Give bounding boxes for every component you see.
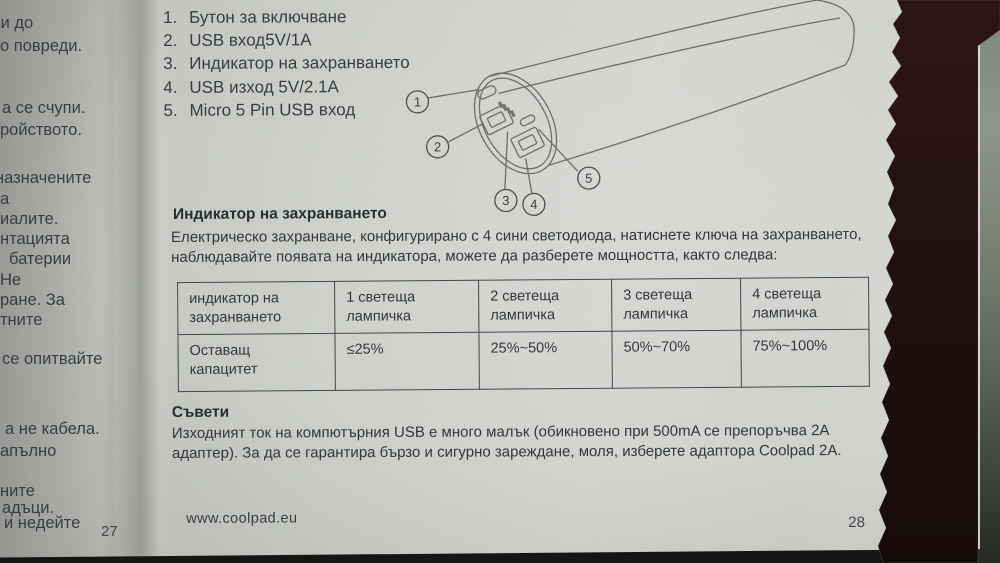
micro-usb-port: [519, 114, 536, 127]
table-header-row: индикатор на захранването 1 светеща ламп…: [177, 277, 869, 335]
callout-2: 2: [425, 135, 450, 159]
list-item-label: Micro 5 Pin USB вход: [189, 99, 356, 120]
callout-1: 1: [405, 90, 430, 114]
callout-5: 5: [577, 166, 601, 190]
page-number-28: 28: [848, 513, 866, 532]
table-header-cell: 3 светеща лампичка: [611, 278, 741, 332]
indicator-heading: Индикатор на захранването: [172, 205, 387, 223]
table-cell: ≤25%: [334, 332, 480, 391]
table-header-cell: индикатор на захранването: [177, 281, 335, 335]
list-item: 3. Индикатор на захранването: [163, 51, 409, 75]
list-item-label: Индикатор на захранването: [189, 53, 410, 74]
powerbank-body-endcap: [816, 0, 855, 66]
list-item-number: 4.: [163, 77, 178, 97]
callout-label: 2: [434, 139, 441, 154]
usb-input-pin: [486, 111, 507, 128]
powerbank-body-bottom: [548, 64, 846, 166]
table-header-cell: 1 светеща лампичка: [334, 280, 479, 334]
callout-label: 1: [414, 94, 421, 109]
list-item-number: 1.: [163, 7, 178, 27]
usb-output-pin: [517, 134, 538, 151]
callout-4: 4: [522, 192, 546, 217]
parts-list: 1. Бутон за включване 2. USB вход5V/1A 3. И…: [163, 5, 410, 122]
table-row: Оставащ капацитет ≤25% 25%~50% 50%~70% 7…: [177, 329, 870, 392]
table-cell: 75%~100%: [740, 329, 870, 388]
manual-paper-sheet: ли до о повреди. а се счупи. ройството. …: [0, 0, 980, 558]
list-item-label: USB вход5V/1A: [189, 30, 312, 51]
capacity-table: индикатор на захранването 1 светеща ламп…: [177, 277, 870, 392]
table-header-cell: 4 светеща лампичка: [740, 277, 869, 331]
table-cell: Оставащ капацитет: [177, 333, 336, 392]
tips-paragraph: Изходният ток на компютърния USB е много…: [171, 422, 842, 462]
callout-3: 3: [494, 188, 518, 213]
powerbank-body-top: [488, 0, 818, 78]
list-item-number: 5.: [163, 100, 178, 120]
callout-line-4: [525, 158, 533, 194]
powerbank-line-diagram: 1 2 3 4 5: [405, 0, 855, 217]
list-item: 2. USB вход5V/1A: [163, 28, 409, 52]
list-item: 5. Micro 5 Pin USB вход: [163, 98, 409, 122]
powerbank-body-seam: [498, 17, 841, 95]
list-item: 1. Бутон за включване: [163, 5, 409, 29]
list-item: 4. USB изход 5V/2.1A: [163, 75, 409, 99]
list-item-number: 2.: [163, 31, 178, 51]
list-item-label: USB изход 5V/2.1A: [189, 76, 339, 97]
table-cell: 50%~70%: [611, 330, 742, 389]
callout-label: 4: [530, 197, 537, 212]
callout-label: 3: [502, 193, 509, 208]
callout-line-5: [538, 128, 579, 172]
website-url: www.coolpad.eu: [186, 510, 298, 527]
callout-label: 5: [585, 171, 592, 186]
right-page-28: 1. Бутон за включване 2. USB вход5V/1A 3. И…: [163, 0, 870, 532]
table-header-cell: 2 светеща лампичка: [478, 279, 612, 333]
list-item-label: Бутон за включване: [189, 7, 347, 27]
list-item-number: 3.: [163, 54, 178, 74]
table-cell: 25%~50%: [478, 331, 613, 390]
callout-line-2: [448, 124, 482, 143]
tips-heading: Съвети: [171, 403, 230, 421]
callout-line-1: [428, 88, 480, 99]
indicator-paragraph: Електрическо захранване, конфигурирано с…: [170, 225, 862, 266]
front-panel-outer: [473, 72, 558, 175]
